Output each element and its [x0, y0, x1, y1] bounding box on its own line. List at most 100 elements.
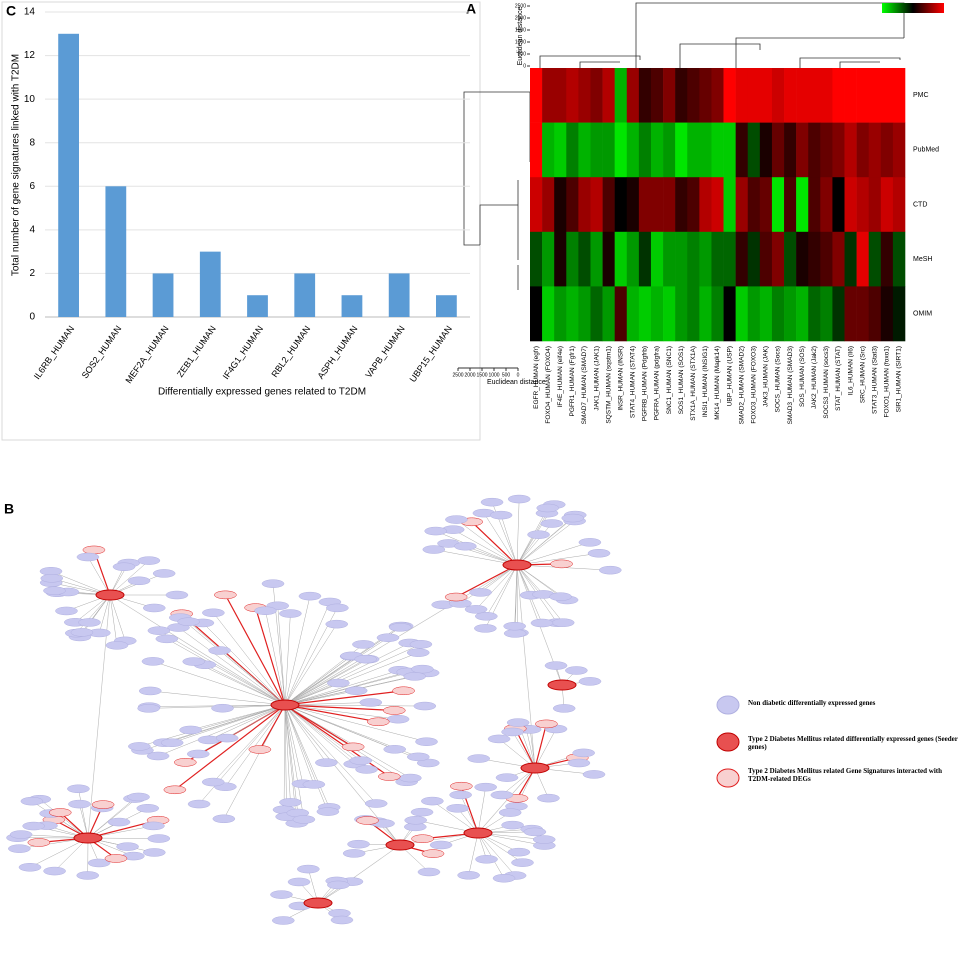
node — [160, 738, 184, 747]
edge — [284, 704, 390, 778]
node — [163, 785, 187, 795]
edge — [284, 658, 366, 706]
column-label: FOXO3_HUMAN (FOXO3) — [751, 346, 758, 424]
node — [421, 796, 444, 806]
node — [76, 871, 99, 880]
node — [530, 618, 554, 628]
legend-marker — [716, 695, 740, 715]
heatmap-cell — [856, 122, 870, 178]
x-tick-label: UBP15_HUMAN — [408, 324, 454, 384]
row-label: MeSH — [913, 256, 932, 263]
edge — [526, 729, 536, 769]
x-tick-label: MEF2A_HUMAN — [123, 324, 170, 385]
heatmap-cell — [723, 231, 736, 287]
heatmap-cell — [626, 122, 640, 178]
edge — [87, 796, 139, 839]
edge — [283, 704, 286, 810]
heatmap-cell — [880, 68, 894, 123]
column-label: SIR1_HUMAN (SIRT1) — [896, 346, 903, 412]
heatmap-cell — [554, 286, 567, 342]
column-label: JAK2_HUMAN (Jak2) — [811, 346, 818, 409]
node — [492, 873, 516, 883]
heatmap-cell — [675, 122, 688, 178]
y-tick-label: 4 — [29, 224, 35, 235]
heatmap-cell — [784, 68, 797, 123]
edge — [284, 637, 389, 706]
node — [212, 814, 236, 824]
node — [165, 590, 189, 600]
axis-title: Euclidean distance — [487, 379, 546, 386]
edge — [284, 704, 330, 808]
heatmap-cell — [868, 122, 882, 178]
heatmap-cell — [650, 286, 664, 342]
distance-tick-label: 1500 — [476, 372, 487, 378]
column-label: JAK1_HUMAN (JAK1) — [593, 346, 600, 411]
top-dendrogram — [463, 2, 905, 290]
edge — [516, 553, 600, 566]
node — [43, 866, 66, 876]
node — [413, 701, 437, 711]
node — [578, 677, 602, 686]
edge — [477, 832, 523, 863]
y-tick-label: 12 — [24, 50, 36, 61]
heatmap-cell — [530, 177, 543, 233]
node — [137, 704, 160, 713]
heatmap-cell — [638, 231, 652, 287]
node — [549, 592, 572, 601]
heatmap-cell — [892, 231, 906, 287]
node — [417, 867, 441, 877]
heatmap-cell — [530, 122, 543, 178]
node — [104, 854, 128, 863]
node — [187, 799, 211, 809]
seed-node — [463, 827, 493, 839]
node — [498, 808, 522, 817]
distance-tick-label: 0 — [523, 63, 526, 69]
heatmap-cell — [711, 286, 724, 342]
node — [480, 497, 504, 507]
y-tick-label: 8 — [29, 137, 35, 148]
edge — [109, 594, 118, 646]
heatmap-cell — [602, 231, 615, 287]
heatmap-cell — [856, 68, 870, 123]
column-label: FOXO1_HUMAN (foxo1) — [884, 346, 891, 418]
column-label: MK14_HUMAN (Mapk14) — [714, 346, 721, 420]
node — [138, 686, 162, 696]
heatmap-cell — [808, 231, 821, 287]
heatmap-cell — [554, 68, 567, 123]
edge — [178, 627, 286, 706]
heatmap-cell — [590, 122, 603, 178]
edge — [150, 690, 286, 706]
bar — [105, 186, 127, 317]
edge — [284, 655, 352, 706]
node — [137, 556, 161, 565]
heatmap-cell — [711, 177, 724, 233]
edge — [87, 556, 111, 596]
heatmap-cell — [796, 286, 809, 342]
heatmap-cell — [820, 177, 833, 233]
node — [565, 666, 588, 675]
edge — [284, 613, 291, 706]
heatmap-cell — [820, 231, 833, 287]
node — [279, 798, 302, 807]
heatmap-cell — [820, 122, 833, 178]
node — [67, 784, 90, 794]
node — [411, 834, 434, 843]
heatmap-cell — [554, 231, 567, 287]
node — [450, 781, 473, 791]
edge — [284, 704, 305, 820]
heatmap-cell — [759, 286, 773, 342]
edge — [158, 630, 286, 706]
heatmap-cell — [747, 231, 761, 287]
heatmap-cell — [638, 177, 652, 233]
heatmap-cell — [578, 231, 591, 287]
node — [177, 617, 200, 626]
column-label: STAT3_HUMAN (Stat3) — [871, 346, 878, 414]
edge — [460, 794, 479, 834]
column-label: STX1A_HUMAN (STX1A) — [690, 346, 697, 421]
node — [202, 608, 225, 618]
seed-node — [520, 762, 550, 774]
distance-tick-label: 2500 — [515, 3, 526, 9]
node — [506, 718, 530, 727]
node — [457, 871, 480, 880]
